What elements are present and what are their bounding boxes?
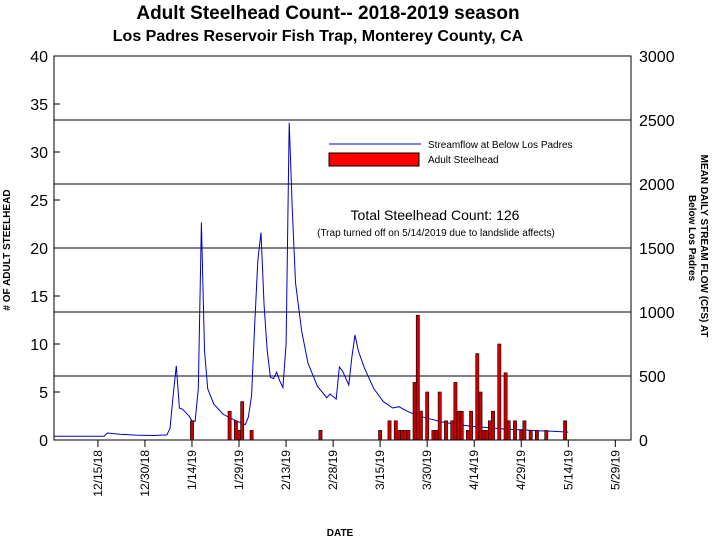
steelhead-bar [519,430,524,441]
steelhead-bars [190,314,568,441]
steelhead-bar [513,420,517,441]
x-tick-label: 1/29/19 [232,450,246,490]
steelhead-bar [240,401,245,441]
y-tick-label: 5 [39,385,48,402]
legend: Streamflow at Below Los Padres Adult Ste… [328,140,573,167]
y2-tick-label: 500 [639,369,666,386]
steelhead-bar [497,343,502,441]
x-tick-label: 2/13/19 [279,450,293,490]
steelhead-bar [475,353,480,441]
steelhead-bar [503,372,508,441]
right-axis-ticks: 0 500 1000 1500 2000 2500 3000 [625,49,675,450]
steelhead-bar [491,410,495,441]
y2-axis-label-line2: Below Los Padres [686,195,697,282]
steelhead-bar [400,430,405,441]
date-axis-ticks: 12/15/18 12/30/18 1/14/19 1/29/19 2/13/19 2/2… [91,440,622,497]
streamflow-line [54,122,569,437]
x-tick-label: 4/14/19 [467,450,481,490]
steelhead-bar [453,382,458,441]
steelhead-bar [506,420,511,441]
steelhead-bar [431,430,436,441]
steelhead-bar [478,391,483,441]
legend-bar-label: Adult Steelhead [428,155,499,166]
y2-axis-label-line1: MEAN DAILY STREAM FLOW (CFS) AT [698,155,709,338]
steelhead-bar [387,420,392,441]
x-tick-label: 3/30/19 [420,450,434,490]
y2-tick-label: 1500 [639,241,675,258]
steelhead-bar [415,314,420,441]
steelhead-bar [465,430,470,441]
y-tick-label: 30 [30,145,48,162]
steelhead-bar [484,430,489,441]
total-count-annotation: Total Steelhead Count: 126 [351,207,520,223]
y-tick-label: 40 [30,49,48,66]
legend-flow-label: Streamflow at Below Los Padres [428,140,573,151]
x-tick-label: 5/29/19 [608,450,622,490]
y-axis-label: # OF ADULT STEELHEAD [2,189,13,310]
steelhead-bar [434,430,439,441]
x-tick-label: 2/28/19 [326,450,340,490]
steelhead-bar [459,410,464,441]
y2-tick-label: 1000 [639,305,675,322]
steelhead-bar [234,420,238,441]
x-tick-label: 12/30/18 [138,450,152,497]
steelhead-bar [481,430,486,441]
y2-tick-label: 0 [639,433,648,450]
steelhead-bar [403,430,408,441]
steelhead-bar [450,420,455,441]
left-axis-ticks: 0 5 10 15 20 25 30 35 40 [30,49,60,450]
steelhead-bar [544,430,549,441]
y-tick-label: 20 [30,241,48,258]
y2-tick-label: 2000 [639,177,675,194]
steelhead-bar [249,430,254,441]
steelhead-bar [406,430,411,441]
steelhead-bar [227,410,232,441]
trap-note-annotation: (Trap turned off on 5/14/2019 due to lan… [317,228,555,239]
y-tick-label: 35 [30,97,48,114]
steelhead-bar [563,420,568,441]
x-tick-label: 1/14/19 [185,450,199,490]
steelhead-bar [456,410,461,441]
steelhead-bar [487,420,492,441]
steelhead-bar [396,430,401,441]
steelhead-bar [469,410,474,441]
steelhead-bar [378,430,383,441]
legend-bar-swatch [328,152,420,167]
chart-title: Adult Steelhead Count-- 2018-2019 season [136,3,519,24]
steelhead-bar [190,420,194,441]
y2-tick-label: 2500 [639,113,675,130]
steelhead-bar [444,420,448,441]
steelhead-bar [418,410,423,441]
chart-subtitle: Los Padres Reservoir Fish Trap, Monterey… [113,28,524,45]
y-tick-label: 25 [30,193,48,210]
steelhead-bar [318,430,323,441]
steelhead-bar [425,391,430,441]
x-axis-label: DATE [327,528,354,539]
steelhead-bar [412,382,417,441]
steelhead-bar [534,430,539,441]
steelhead-bar [528,430,533,441]
gridlines [54,119,631,377]
x-tick-label: 5/14/19 [561,450,575,490]
x-tick-label: 3/15/19 [373,450,387,490]
steelhead-bar [522,420,527,441]
y-tick-label: 15 [30,289,48,306]
steelhead-bar [437,391,442,441]
y2-tick-label: 3000 [639,49,675,66]
x-tick-label: 12/15/18 [91,450,105,497]
y-tick-label: 10 [30,337,48,354]
steelhead-bar [393,420,398,441]
streamflow-line-group [54,122,569,437]
steelhead-bar [237,430,241,441]
y-tick-label: 0 [39,433,48,450]
x-tick-label: 4/29/19 [514,450,528,490]
